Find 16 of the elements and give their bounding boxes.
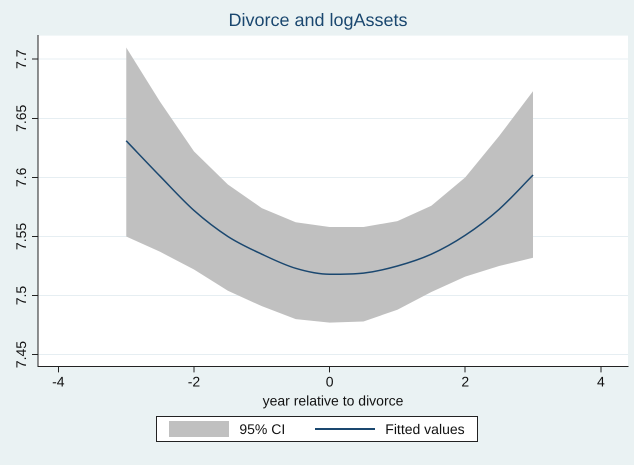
x-tick-label: 2 — [461, 374, 470, 390]
legend-label: Fitted values — [385, 421, 465, 437]
y-tick-label: 7.6 — [12, 167, 29, 188]
chart-title: Divorce and logAssets — [228, 10, 408, 30]
y-tick-label: 7.45 — [12, 340, 29, 368]
x-axis-title: year relative to divorce — [262, 392, 404, 408]
line-series — [125, 140, 534, 275]
y-tick-label: 7.65 — [12, 104, 29, 132]
x-tick-label: 0 — [326, 374, 334, 390]
y-tick-label: 7.55 — [12, 222, 29, 250]
x-tick-label: -4 — [52, 374, 65, 390]
x-tick-label: 4 — [596, 374, 605, 390]
text: 95% CI — [239, 421, 286, 437]
y-tick-label: 7.5 — [12, 286, 29, 306]
x-tick-label: -2 — [188, 374, 200, 390]
y-tick-label: 7.7 — [12, 49, 29, 69]
